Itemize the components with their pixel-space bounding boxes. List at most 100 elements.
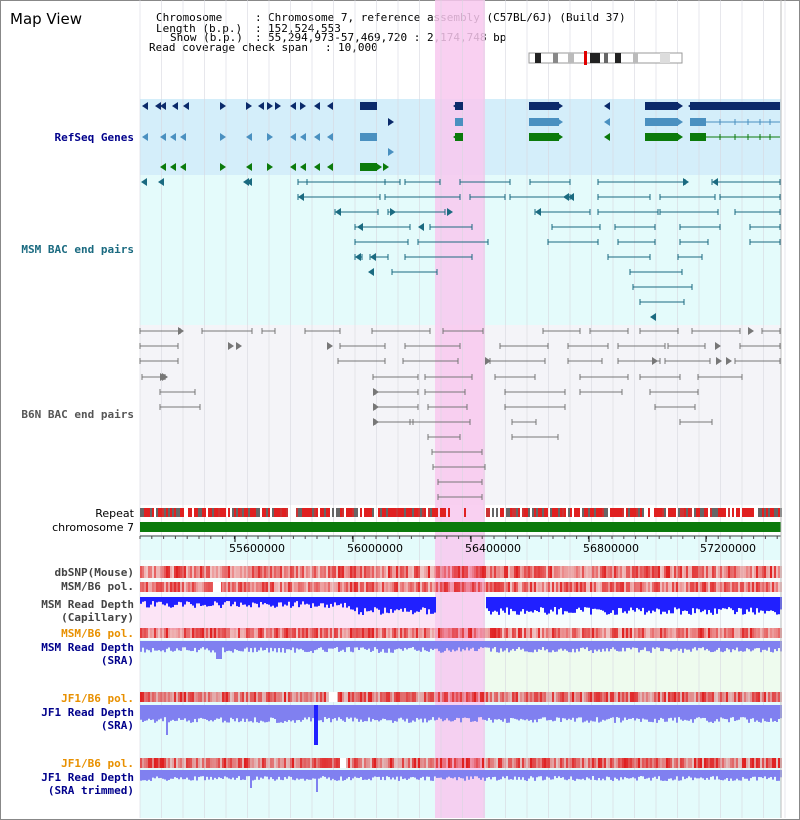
msm-capillary-depth-bar (432, 597, 434, 614)
jf1-trim-depth-bar (260, 770, 262, 778)
msm-sra-depth-bar (336, 641, 338, 648)
msm-sra-depth-bar (572, 641, 574, 649)
msm-capillary-depth-bar (208, 597, 210, 607)
msm-b6-pol-2-bin (542, 628, 544, 638)
msm-capillary-depth-bar (248, 597, 250, 606)
msm-b6-pol-bin (362, 582, 364, 592)
repeat-element (662, 508, 664, 517)
track-label-msm-b6-pol-2[interactable]: MSM/B6 pol. (61, 627, 134, 640)
jf1-sra-depth-bar (198, 705, 200, 719)
msm-b6-pol-bin (652, 582, 654, 592)
jf1-b6-pol-2-bin (206, 758, 208, 768)
jf1-sra-depth-bar (586, 705, 588, 721)
jf1-b6-pol-2-bin (178, 758, 180, 768)
msm-sra-depth-bar (670, 641, 672, 652)
msm-b6-pol-2-bin (376, 628, 378, 638)
track-label-dbsnp[interactable]: dbSNP(Mouse) (54, 566, 134, 579)
dbsnp-bin (710, 566, 712, 578)
jf1-b6-pol-bin (200, 692, 202, 702)
msm-b6-pol-bin (336, 582, 338, 592)
repeat-element (674, 508, 676, 517)
repeat-element (440, 508, 442, 517)
msm-sra-depth-bar (656, 641, 658, 648)
repeat-element (436, 508, 438, 517)
track-label-msm-b6-pol[interactable]: MSM/B6 pol. (61, 580, 134, 593)
msm-sra-depth-bar (480, 641, 482, 648)
gene-arrow-right (388, 118, 394, 126)
msm-sra-depth-bar (268, 641, 270, 653)
msm-capillary-depth-bar (700, 597, 702, 613)
gene-arrow-left (142, 102, 148, 110)
jf1-b6-pol-2-bin (400, 758, 402, 768)
msm-capillary-depth-bar (488, 597, 490, 611)
msm-b6-pol-bin (398, 582, 400, 592)
jf1-sra-depth-bar (516, 705, 518, 720)
dbsnp-bin (298, 566, 300, 578)
jf1-sra-depth-bar (600, 705, 602, 722)
msm-capillary-depth-bar (770, 597, 772, 611)
jf1-b6-pol-bin (394, 692, 396, 702)
msm-capillary-depth-bar (312, 597, 314, 604)
track-label-refseq[interactable]: RefSeq Genes (54, 131, 134, 144)
msm-capillary-depth-bar (324, 597, 326, 608)
track-label-jf1-read-depth-sra[interactable]: JF1 Read Depth (41, 706, 134, 719)
track-label-jf1-b6-pol-2[interactable]: JF1/B6 pol. (61, 757, 134, 770)
jf1-trim-depth-bar (708, 770, 710, 780)
msm-capillary-depth-bar (510, 597, 512, 609)
msm-capillary-depth-bar (204, 597, 206, 605)
jf1-b6-pol-bin (322, 692, 324, 702)
jf1-sra-depth-bar (256, 705, 258, 723)
msm-b6-pol-bin (722, 582, 724, 592)
jf1-b6-pol-2-bin (224, 758, 226, 768)
jf1-trim-depth-bar (778, 770, 780, 781)
msm-b6-pol-2-bin (162, 628, 164, 638)
repeat-element (510, 508, 512, 517)
jf1-trim-depth-bar (360, 770, 362, 777)
jf1-b6-pol-bin (192, 692, 194, 702)
track-label-msm-bac[interactable]: MSM BAC end pairs (21, 243, 134, 256)
msm-sra-depth-bar (440, 641, 442, 653)
jf1-sra-depth-bar (394, 705, 396, 722)
track-label-msm-read-depth-cap[interactable]: MSM Read Depth (41, 598, 134, 611)
jf1-sra-depth-bar (448, 705, 450, 721)
msm-sra-depth-bar (488, 641, 490, 648)
msm-capillary-depth-bar (632, 597, 634, 611)
jf1-b6-pol-bin (292, 692, 294, 702)
track-label-jf1-b6-pol[interactable]: JF1/B6 pol. (61, 692, 134, 705)
track-label-msm-read-depth-sra[interactable]: MSM Read Depth (41, 641, 134, 654)
dbsnp-bin (400, 566, 402, 578)
dbsnp-bin (588, 566, 590, 578)
repeat-element (680, 508, 682, 517)
msm-sra-depth-bar (346, 641, 348, 648)
jf1-trim-depth-bar (158, 770, 160, 779)
track-label-b6n-bac[interactable]: B6N BAC end pairs (21, 408, 134, 421)
jf1-sra-depth-bar (452, 705, 454, 722)
jf1-b6-pol-bin (488, 692, 490, 702)
msm-capillary-depth-bar (656, 597, 658, 609)
msm-b6-pol-bin (604, 582, 606, 592)
jf1-sra-depth-bar (714, 705, 716, 722)
refseq-gene (690, 118, 706, 126)
jf1-trim-depth-bar (624, 770, 626, 778)
dbsnp-bin (462, 566, 464, 578)
msm-b6-pol-2-bin (504, 628, 506, 638)
msm-capillary-depth-bar (704, 597, 706, 610)
jf1-sra-depth-bar (756, 705, 758, 721)
jf1-b6-pol-bin (472, 692, 474, 702)
msm-b6-pol-2-bin (770, 628, 772, 638)
dbsnp-bin (464, 566, 466, 578)
msm-b6-pol-2-bin (586, 628, 588, 638)
jf1-b6-pol-2-bin (450, 758, 452, 768)
jf1-b6-pol-bin (278, 692, 280, 702)
jf1-sra-depth-bar (588, 705, 590, 723)
jf1-b6-pol-bin (420, 692, 422, 702)
jf1-sra-depth-bar (512, 705, 514, 719)
msm-capillary-depth-bar (522, 597, 524, 610)
jf1-sra-depth-bar (156, 705, 158, 722)
jf1-sra-depth-bar (306, 705, 308, 720)
track-label-jf1-read-depth-trim[interactable]: JF1 Read Depth (41, 771, 134, 784)
jf1-b6-pol-bin (176, 692, 178, 702)
jf1-sra-depth-bar (378, 705, 380, 722)
dbsnp-bin (502, 566, 504, 578)
